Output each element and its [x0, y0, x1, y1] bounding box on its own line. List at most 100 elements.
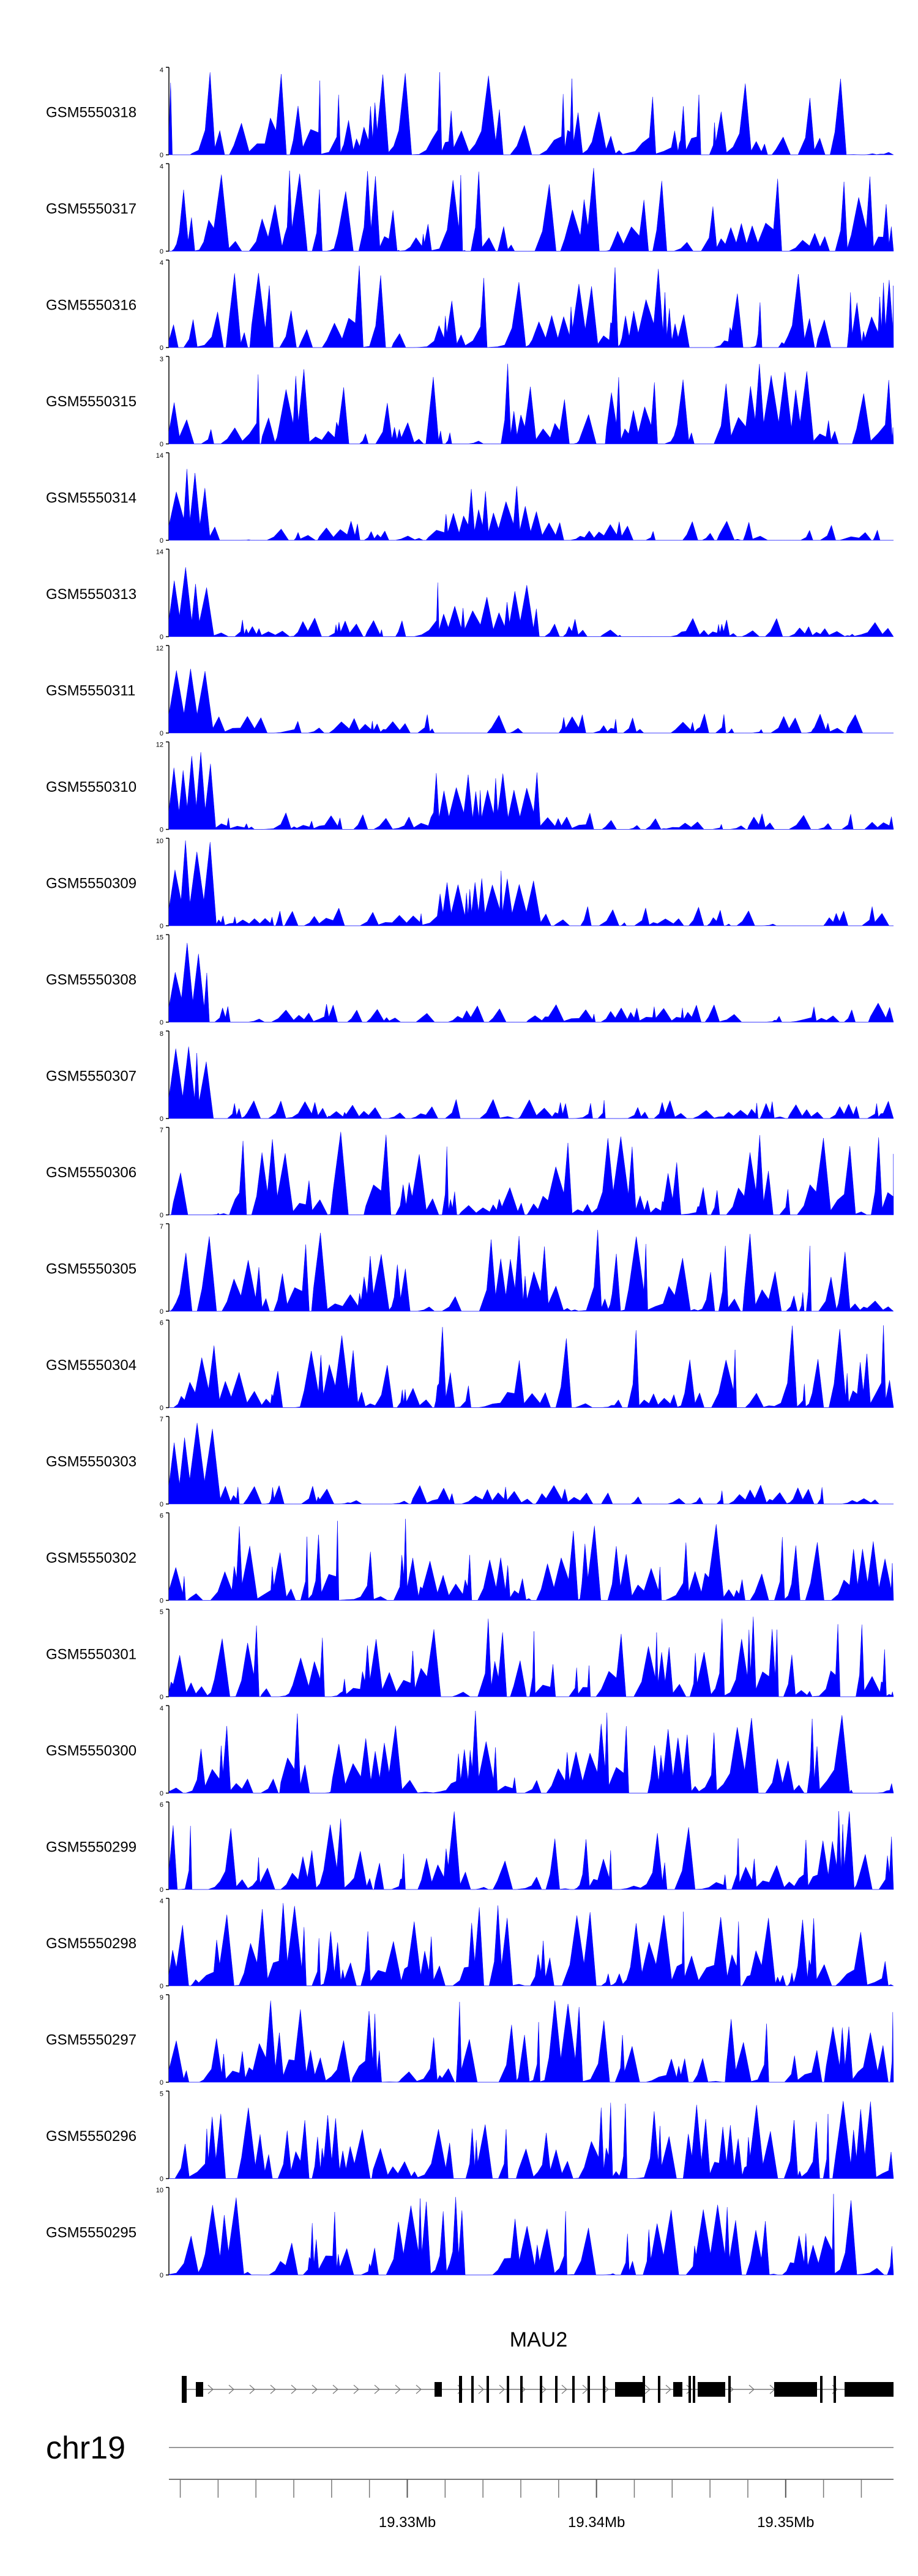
- y-tick-label-zero: 0: [160, 1308, 163, 1316]
- gene-model-track: MAU2: [182, 2328, 894, 2403]
- gene-exon: [435, 2382, 442, 2397]
- gene-exon: [196, 2382, 203, 2397]
- track-label: GSM5550310: [46, 779, 136, 795]
- track-label: GSM5550316: [46, 297, 136, 314]
- gene-exon: [698, 2382, 725, 2397]
- coverage-area: [168, 942, 894, 1022]
- strand-arrow-icon: [499, 2384, 505, 2394]
- coverage-area: [168, 469, 894, 541]
- y-tick-label-max: 4: [160, 67, 163, 74]
- gene-exon: [673, 2382, 682, 2397]
- y-tick-label-max: 6: [160, 1801, 163, 1809]
- gene-label: MAU2: [510, 2328, 567, 2351]
- y-tick-label-max: 4: [160, 259, 163, 267]
- coverage-area: [168, 1046, 894, 1119]
- gene-exon: [572, 2376, 575, 2403]
- track-label: GSM5550298: [46, 1935, 136, 1952]
- coverage-area: [168, 1519, 894, 1601]
- y-tick-label-max: 14: [156, 452, 163, 460]
- y-tick-label-max: 4: [160, 1898, 163, 1905]
- track-label: GSM5550308: [46, 972, 136, 988]
- y-tick-label-zero: 0: [160, 344, 163, 352]
- track-GSM5550307: GSM5550307 8 0: [46, 1030, 894, 1123]
- strand-arrow-icon: [374, 2384, 380, 2394]
- y-tick-label-zero: 0: [160, 1790, 163, 1798]
- strand-arrow-icon: [312, 2384, 318, 2394]
- coverage-area: [168, 752, 894, 830]
- y-tick-label-zero: 0: [160, 441, 163, 449]
- track-label: GSM5550303: [46, 1454, 136, 1470]
- coverage-area: [169, 168, 894, 251]
- gene-exon: [774, 2382, 817, 2397]
- y-tick-label-zero: 0: [160, 730, 163, 737]
- coverage-area: [169, 1325, 894, 1408]
- track-GSM5550299: GSM5550299 6 0: [46, 1801, 894, 1894]
- y-tick-label-zero: 0: [160, 634, 163, 641]
- track-GSM5550317: GSM5550317 4 0: [46, 163, 894, 256]
- coverage-area: [168, 363, 894, 444]
- strand-arrow-icon: [561, 2384, 567, 2394]
- y-tick-label-zero: 0: [160, 152, 163, 159]
- gene-exon: [603, 2376, 605, 2403]
- gene-exon: [693, 2376, 695, 2403]
- track-GSM5550301: GSM5550301 5 0: [46, 1609, 894, 1701]
- genome-axis-tick-label: 19.34Mb: [568, 2514, 625, 2531]
- y-tick-label-max: 7: [160, 1416, 163, 1423]
- coverage-area: [168, 2194, 894, 2276]
- gene-exon: [688, 2376, 691, 2403]
- track-label: GSM5550300: [46, 1743, 136, 1759]
- coverage-area: [168, 266, 894, 348]
- track-GSM5550309: GSM5550309 10 0: [46, 838, 894, 930]
- y-tick-label-max: 5: [160, 2091, 163, 2098]
- track-label: GSM5550297: [46, 2032, 136, 2049]
- gene-exon: [588, 2376, 590, 2403]
- y-tick-label-max: 3: [160, 356, 163, 363]
- coverage-area: [168, 1903, 894, 1986]
- gene-exon: [520, 2376, 523, 2403]
- gene-exon: [728, 2376, 731, 2403]
- gene-exon: [845, 2382, 894, 2397]
- track-label: GSM5550299: [46, 1839, 136, 1856]
- y-tick-label-max: 7: [160, 1127, 163, 1134]
- track-label: GSM5550309: [46, 876, 136, 892]
- strand-arrow-icon: [395, 2384, 401, 2394]
- strand-arrow-icon: [644, 2384, 651, 2394]
- gene-exon: [540, 2376, 542, 2403]
- y-tick-label-max: 14: [156, 549, 163, 556]
- track-label: GSM5550302: [46, 1550, 136, 1566]
- track-GSM5550318: GSM5550318 4 0: [46, 67, 894, 159]
- track-GSM5550295: GSM5550295 10 0: [46, 2187, 894, 2279]
- coverage-area: [168, 1711, 894, 1793]
- track-GSM5550303: GSM5550303 7 0: [46, 1416, 894, 1508]
- chromosome-label: chr19: [46, 2430, 125, 2466]
- gene-exon: [182, 2376, 187, 2403]
- track-label: GSM5550311: [46, 683, 135, 699]
- y-tick-label-zero: 0: [160, 1405, 163, 1412]
- gene-exon: [459, 2376, 462, 2403]
- track-GSM5550316: GSM5550316 4 0: [46, 259, 894, 352]
- y-tick-label-zero: 0: [160, 1115, 163, 1123]
- y-tick-label-max: 12: [156, 742, 163, 749]
- genome-axis-tick-label: 19.35Mb: [757, 2514, 814, 2531]
- track-GSM5550315: GSM5550315 3 0: [46, 356, 894, 449]
- gene-exon: [487, 2376, 489, 2403]
- y-tick-label-max: 6: [160, 1513, 163, 1520]
- gene-exon: [658, 2376, 660, 2403]
- y-tick-label-zero: 0: [160, 1983, 163, 1990]
- y-tick-label-zero: 0: [160, 1694, 163, 1701]
- track-label: GSM5550318: [46, 105, 136, 121]
- track-label: GSM5550305: [46, 1261, 136, 1278]
- strand-arrow-icon: [353, 2384, 359, 2394]
- y-tick-label-zero: 0: [160, 827, 163, 834]
- coverage-area: [168, 567, 894, 637]
- track-GSM5550314: GSM5550314 14 0: [46, 452, 894, 545]
- track-GSM5550296: GSM5550296 5 0: [46, 2091, 894, 2183]
- track-label: GSM5550313: [46, 586, 136, 603]
- y-tick-label-zero: 0: [160, 923, 163, 930]
- y-tick-label-max: 10: [156, 838, 163, 845]
- y-tick-label-zero: 0: [160, 1886, 163, 1894]
- y-tick-label-zero: 0: [160, 248, 163, 256]
- y-tick-label-max: 15: [156, 934, 163, 942]
- coverage-area: [168, 840, 894, 926]
